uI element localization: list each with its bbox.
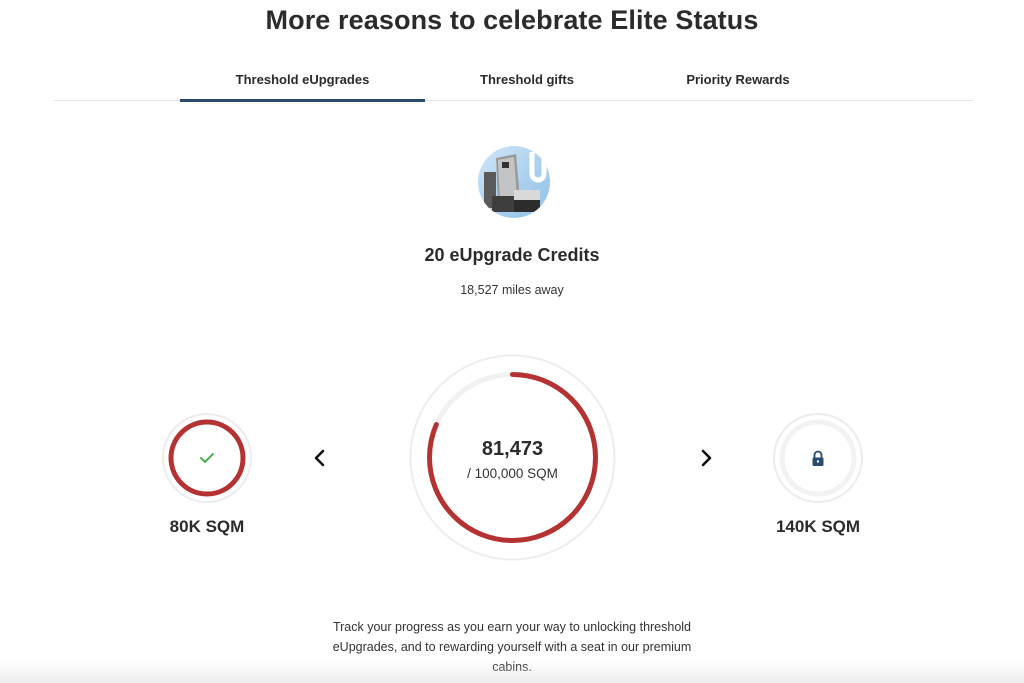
progress-description: Track your progress as you earn your way… [332, 620, 692, 674]
current-progress-ring [409, 354, 616, 561]
current-target: / 100,000 SQM [467, 466, 558, 481]
page-title: More reasons to celebrate Elite Status [265, 5, 759, 35]
reward-title: 20 eUpgrade Credits [424, 245, 600, 265]
milestone-next-ring[interactable] [773, 413, 863, 503]
checkmark-icon [200, 453, 214, 463]
tab-threshold-eupgrades[interactable]: Threshold eUpgrades [180, 58, 425, 102]
tab-threshold-gifts[interactable]: Threshold gifts [480, 71, 574, 87]
chevron-right-icon[interactable] [694, 446, 718, 470]
reward-distance: 18,527 miles away [460, 283, 564, 297]
progress-arc [427, 372, 598, 543]
milestone-previous-label: 80K SQM [169, 517, 245, 536]
tab-bar: Threshold eUpgrades Threshold gifts Prio… [54, 58, 973, 102]
tab-priority-rewards[interactable]: Priority Rewards [686, 71, 790, 87]
business-seat-image [478, 146, 550, 218]
lock-icon [812, 450, 824, 466]
chevron-left-icon[interactable] [308, 446, 332, 470]
milestone-previous-ring[interactable] [162, 413, 252, 503]
milestone-next-label: 140K SQM [775, 517, 861, 536]
current-miles-value: 81,473 [481, 438, 544, 460]
